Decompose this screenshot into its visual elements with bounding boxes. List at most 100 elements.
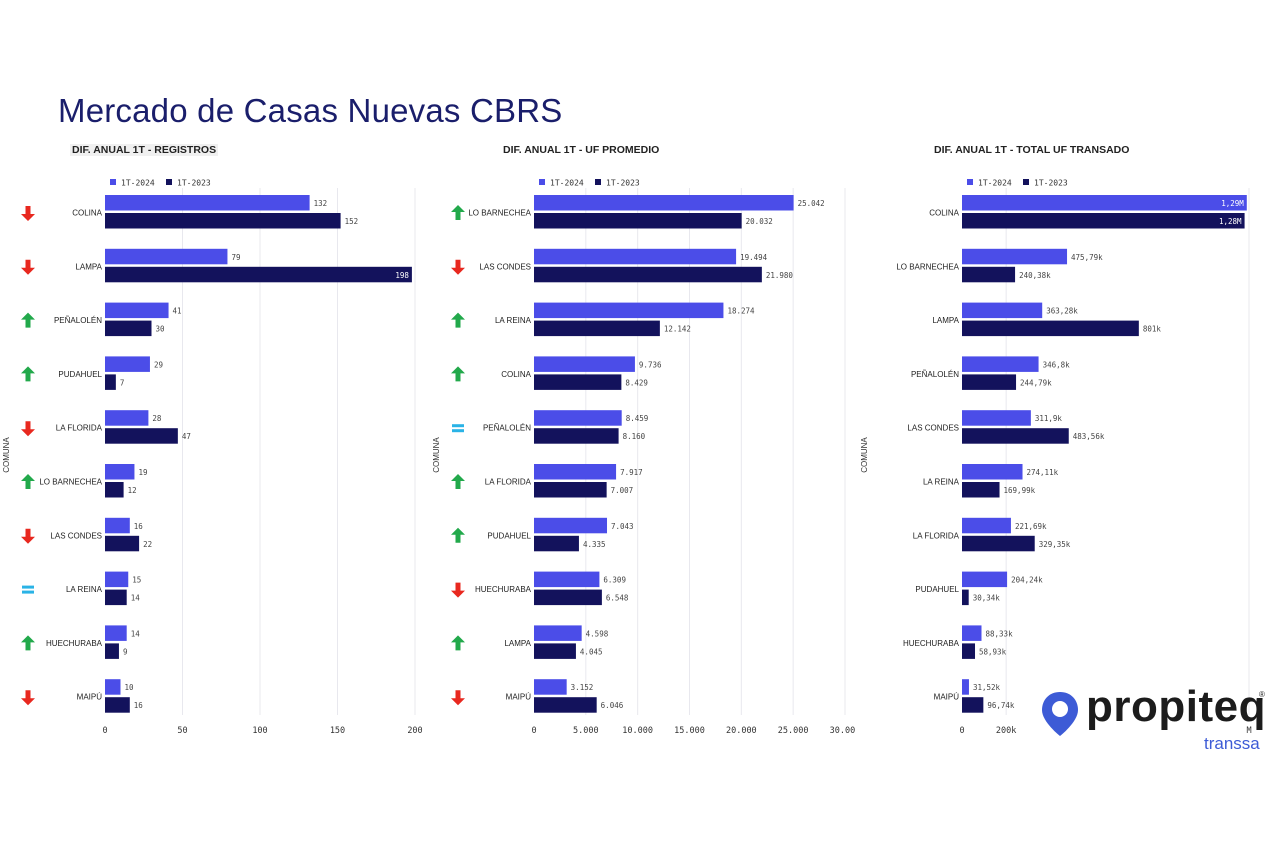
arrow-up-icon — [451, 635, 465, 651]
bar-value-label: 221,69k — [1015, 522, 1047, 531]
arrow-up-icon — [21, 366, 35, 382]
x-tick-label: 0 — [531, 726, 536, 736]
bar-value-label: 363,28k — [1046, 307, 1078, 316]
x-tick-label: 0 — [959, 726, 964, 736]
bar-value-label: 475,79k — [1071, 253, 1103, 262]
brand-registered-mark: ® — [1259, 690, 1265, 699]
bar-value-label: 30 — [156, 325, 166, 334]
equal-sign-bar — [452, 424, 464, 428]
category-label: PEÑALOLÉN — [911, 370, 959, 379]
bar-value-label: 20.032 — [746, 217, 773, 226]
bar-1t-2023 — [105, 320, 152, 337]
bar-value-label: 1,29M — [1221, 199, 1244, 208]
bar-1t-2024 — [534, 248, 737, 265]
x-tick-label: M — [1246, 726, 1251, 736]
bar-value-label: 240,38k — [1019, 271, 1051, 280]
category-label: MAIPÚ — [934, 693, 960, 702]
arrow-up-icon — [451, 474, 465, 489]
bar-value-label: 14 — [131, 629, 141, 638]
arrow-down-icon — [21, 421, 35, 437]
brand-logo: propiteq ® transsa — [1040, 682, 1280, 756]
arrow-up-icon — [451, 312, 465, 328]
bar-1t-2023 — [962, 266, 1016, 283]
location-pin-icon — [1042, 692, 1078, 736]
category-label: LA REINA — [923, 478, 960, 487]
x-tick-label: 5.000 — [573, 726, 599, 736]
bar-value-label: 10 — [125, 683, 135, 692]
bar-value-label: 4.045 — [580, 647, 603, 656]
bar-value-label: 19.494 — [740, 253, 768, 262]
arrow-up-icon — [451, 205, 465, 220]
bar-1t-2024 — [962, 679, 969, 695]
category-label: LA FLORIDA — [485, 478, 532, 487]
brand-subtitle: transsa — [1204, 734, 1260, 753]
bar-value-label: 244,79k — [1020, 378, 1052, 387]
bar-1t-2024 — [105, 517, 130, 534]
bar-value-label: 31,52k — [973, 683, 1001, 692]
bar-value-label: 132 — [314, 199, 328, 208]
bar-1t-2023 — [534, 428, 619, 444]
bar-1t-2024 — [962, 195, 1247, 211]
bar-value-label: 16 — [134, 522, 144, 531]
bar-1t-2023 — [962, 643, 976, 659]
bar-1t-2024 — [105, 356, 150, 372]
bar-value-label: 198 — [395, 271, 409, 280]
bar-value-label: 169,99k — [1004, 486, 1036, 495]
category-label: LAS CONDES — [907, 424, 959, 433]
bar-1t-2024 — [534, 302, 724, 319]
bar-1t-2024 — [534, 410, 622, 426]
x-tick-label: 30.000 — [830, 726, 855, 736]
chart-title-uf-promedio: DIF. ANUAL 1T - UF PROMEDIO — [503, 144, 660, 156]
bar-value-label: 346,8k — [1043, 360, 1071, 369]
equal-sign-icon — [452, 424, 464, 433]
bar-1t-2023 — [962, 428, 1069, 444]
bar-1t-2023 — [105, 482, 124, 498]
bar-value-label: 8.160 — [623, 432, 646, 441]
bar-1t-2024 — [105, 195, 310, 211]
bar-1t-2024 — [962, 464, 1023, 480]
bar-1t-2023 — [105, 266, 412, 283]
bar-value-label: 204,24k — [1011, 576, 1043, 585]
bar-value-label: 29 — [154, 360, 163, 369]
category-label: COLINA — [72, 209, 102, 218]
category-label: LO BARNECHEA — [468, 209, 531, 218]
x-tick-label: 200k — [996, 726, 1016, 736]
bar-1t-2024 — [534, 517, 608, 534]
category-label: LAMPA — [504, 639, 531, 648]
bar-1t-2024 — [105, 464, 135, 480]
bar-value-label: 9 — [123, 647, 128, 656]
bar-1t-2023 — [534, 213, 742, 229]
bar-1t-2023 — [105, 428, 178, 444]
equal-sign-bar — [22, 590, 34, 594]
bar-value-label: 41 — [173, 307, 182, 316]
bar-1t-2024 — [962, 517, 1011, 534]
bar-value-label: 12 — [128, 486, 137, 495]
category-label: COLINA — [501, 370, 531, 379]
bar-1t-2024 — [534, 195, 794, 211]
bar-value-label: 3.152 — [571, 683, 594, 692]
arrow-up-icon — [21, 635, 35, 651]
bar-value-label: 22 — [143, 540, 152, 549]
arrow-down-icon — [21, 690, 35, 706]
bar-1t-2024 — [962, 571, 1008, 588]
bar-1t-2024 — [962, 248, 1068, 265]
bar-value-label: 19 — [138, 468, 147, 477]
chart-uf-promedio: 0 5.000 10.000 15.000 20.000 25.000 30.000 COMU… — [432, 179, 855, 737]
arrow-down-icon — [21, 206, 35, 221]
legend-label-2023: 1T-2023 — [1034, 179, 1068, 188]
x-tick-label: 20.000 — [726, 726, 757, 736]
bar-1t-2023 — [534, 643, 576, 659]
legend-swatch-2024 — [967, 179, 973, 185]
bar-value-label: 7 — [120, 378, 125, 387]
category-label: MAIPÚ — [506, 693, 532, 702]
category-label: LAMPA — [75, 262, 102, 271]
arrow-down-icon — [21, 528, 35, 544]
bar-1t-2024 — [962, 625, 982, 641]
chart-title-total-uf: DIF. ANUAL 1T - TOTAL UF TRANSADO — [934, 144, 1130, 156]
category-label: PUDAHUEL — [915, 585, 959, 594]
bar-value-label: 7.917 — [620, 468, 643, 477]
bar-1t-2023 — [534, 374, 622, 390]
category-label: LA FLORIDA — [56, 424, 103, 433]
page-title: Mercado de Casas Nuevas CBRS — [58, 92, 563, 129]
category-label: LA REINA — [495, 316, 532, 325]
